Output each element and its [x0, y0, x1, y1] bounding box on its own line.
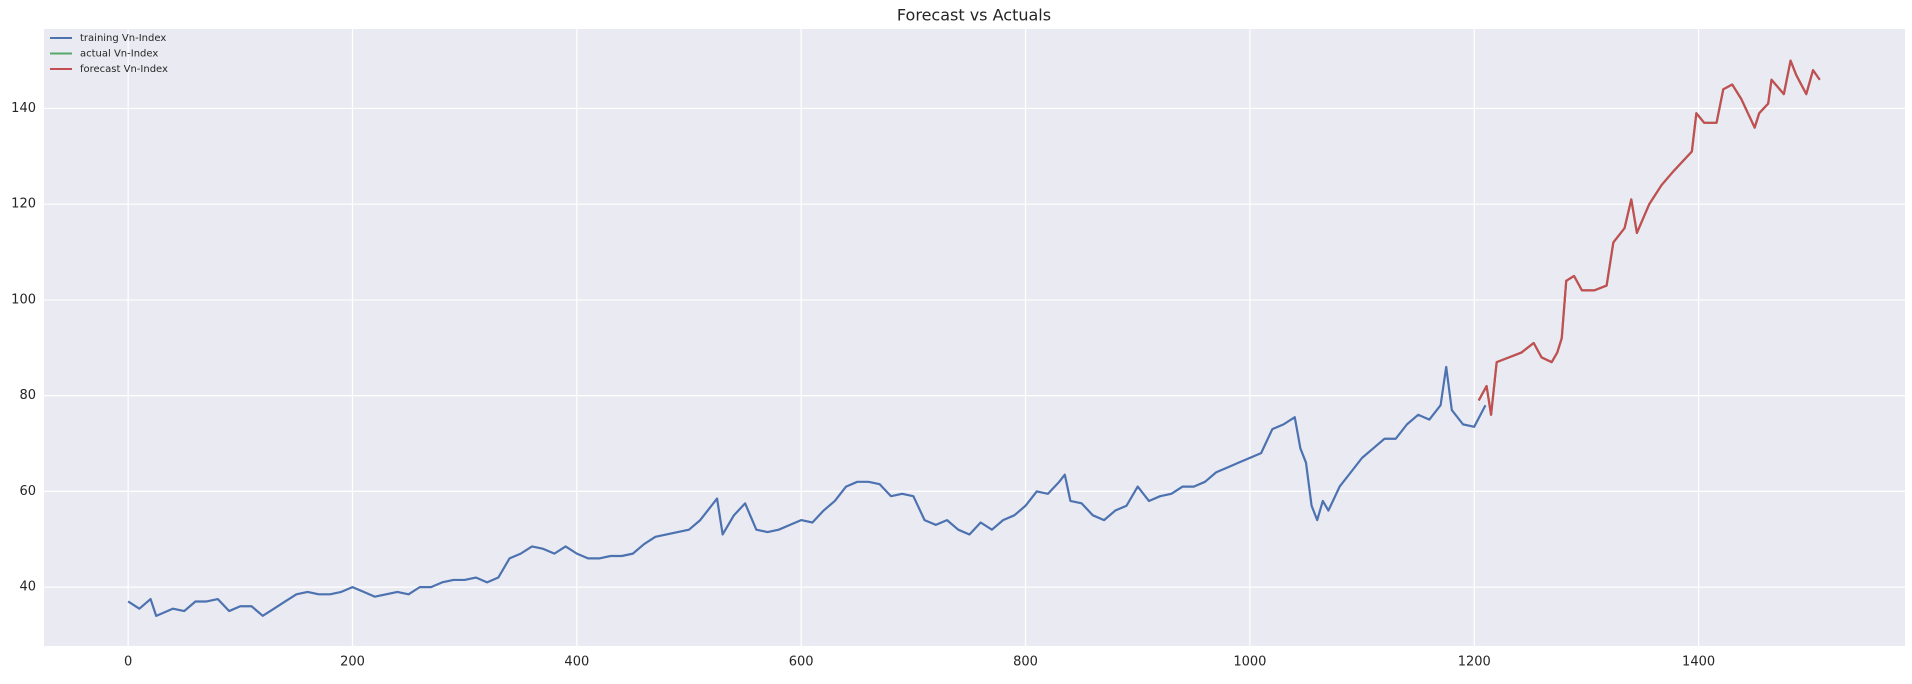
y-tick-label: 140	[11, 101, 36, 116]
legend-label: forecast Vn-Index	[80, 64, 168, 75]
x-tick-label: 400	[564, 655, 589, 670]
x-tick-label: 1200	[1458, 655, 1491, 670]
x-tick-label: 1400	[1682, 655, 1715, 670]
x-tick-label: 600	[789, 655, 814, 670]
lines	[127, 59, 1821, 617]
y-tick-label: 120	[11, 197, 36, 212]
series-line	[127, 365, 1487, 617]
y-tick-label: 80	[19, 388, 36, 403]
ticks: 0 200 400 600 800 1000 1200 1400 40 60 80 100 120 140	[11, 101, 1715, 670]
chart-title: Forecast vs Actuals	[897, 6, 1051, 25]
x-tick-label: 0	[124, 655, 132, 670]
y-tick-label: 40	[19, 580, 36, 595]
grid	[44, 29, 1905, 646]
plot-area	[44, 29, 1905, 646]
x-tick-label: 200	[340, 655, 365, 670]
x-tick-label: 800	[1013, 655, 1038, 670]
y-tick-label: 100	[11, 292, 36, 307]
series-line	[1477, 59, 1821, 416]
y-tick-label: 60	[19, 484, 36, 499]
legend-label: actual Vn-Index	[80, 49, 158, 60]
legend: training Vn-Index actual Vn-Index forecast…	[50, 33, 168, 75]
x-tick-label: 1000	[1233, 655, 1266, 670]
legend-label: training Vn-Index	[80, 33, 166, 44]
